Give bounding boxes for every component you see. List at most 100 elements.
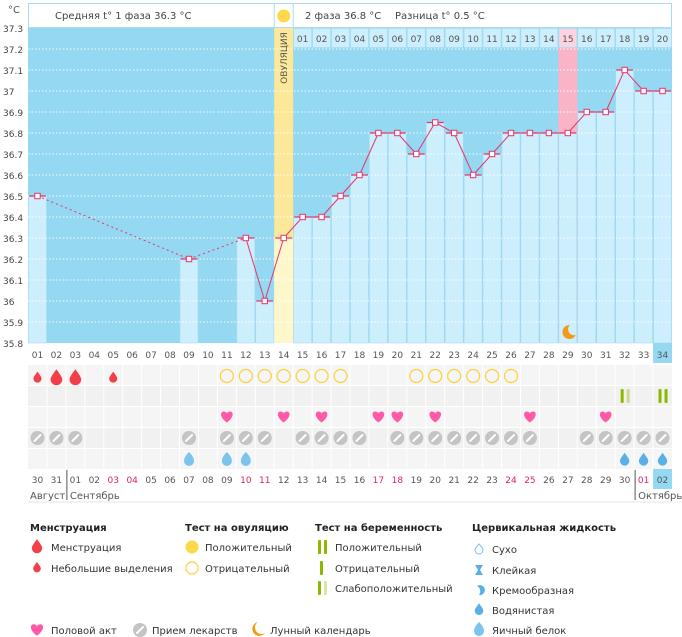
header-box <box>28 3 672 28</box>
temperature-line <box>491 132 512 155</box>
temperature-point[interactable] <box>34 192 41 200</box>
cycle-day-label: 29 <box>562 351 574 361</box>
temperature-point[interactable] <box>432 119 439 126</box>
legend-ovulation-positive-icon <box>185 540 199 554</box>
cycle-day-label: 34 <box>657 351 669 361</box>
temperature-line <box>396 132 417 155</box>
cycle-day-label: 05 <box>108 351 119 361</box>
pill-slash <box>355 434 364 442</box>
phase2-day-label: 07 <box>411 35 422 45</box>
ovulation-test-negative-icon <box>314 368 329 384</box>
temperature-point[interactable] <box>356 171 363 179</box>
cycle-day-label: 14 <box>278 351 290 361</box>
temperature-point[interactable] <box>318 213 325 221</box>
medication-icon <box>466 431 481 445</box>
y-tick-label: 36.8 <box>3 130 23 140</box>
cervical-egg-white-icon <box>221 452 232 467</box>
temperature-point[interactable] <box>621 66 628 74</box>
phase2-day-label: 10 <box>467 35 479 45</box>
legend-pregnancy-weak-icon <box>318 581 327 595</box>
date-label: 13 <box>297 476 308 486</box>
phase2-day-label: 15 <box>562 35 573 45</box>
temperature-bar <box>28 195 47 344</box>
cycle-day-label: 19 <box>373 351 385 361</box>
cervical-watery-icon <box>657 452 668 466</box>
temperature-point[interactable] <box>242 234 250 242</box>
temperature-point[interactable] <box>375 129 382 137</box>
temperature-point[interactable] <box>261 297 268 305</box>
phase2-day-cell <box>501 28 521 48</box>
cycle-day-label: 32 <box>619 351 630 361</box>
ovulation-test-negative-icon <box>409 368 424 384</box>
temperature-bar <box>596 111 615 344</box>
temperature-bar <box>615 69 634 344</box>
legend-pregnancy-positive-label: Положительный <box>335 543 422 554</box>
temperature-point[interactable] <box>564 129 572 137</box>
intercourse-icon <box>277 411 290 423</box>
temperature-point[interactable] <box>488 150 496 158</box>
pill-slash <box>222 434 231 442</box>
temperature-point[interactable] <box>413 150 420 158</box>
legend-spotting-label: Небольшие выделения <box>51 564 173 575</box>
date-label: 18 <box>392 476 404 486</box>
y-tick-label: 36.7 <box>3 151 23 161</box>
y-tick-label: 36 <box>3 298 15 308</box>
medication-icon <box>579 431 594 445</box>
legend-watery-label: Водянистая <box>492 606 554 617</box>
cycle-day-label: 12 <box>240 351 251 361</box>
temperature-point[interactable] <box>602 108 609 116</box>
temperature-point[interactable] <box>659 87 666 95</box>
pill-slash <box>260 434 269 442</box>
medication-icon <box>409 431 424 445</box>
date-label: 30 <box>619 476 631 486</box>
date-label: 20 <box>430 476 442 486</box>
date-label: 21 <box>448 476 459 486</box>
temperature-point[interactable] <box>640 87 647 95</box>
phase2-day-label: 01 <box>297 35 308 45</box>
cycle-day-label: 28 <box>543 351 555 361</box>
cycle-day-label: 13 <box>259 351 270 361</box>
ovulation-test-negative-icon <box>484 368 500 384</box>
cycle-day-label: 21 <box>411 351 422 361</box>
pill-slash <box>336 434 345 442</box>
month-label: Август <box>30 491 65 502</box>
date-label: 03 <box>108 476 119 486</box>
test-bar <box>320 561 323 575</box>
temperature-point[interactable] <box>450 129 458 137</box>
temperature-point[interactable] <box>337 192 344 200</box>
temperature-point[interactable] <box>299 213 306 221</box>
current-day-highlight <box>653 343 672 363</box>
temperature-bar <box>444 132 464 344</box>
temperature-bar <box>482 153 502 344</box>
temperature-point[interactable] <box>394 129 401 137</box>
temperature-point[interactable] <box>280 234 287 242</box>
date-label: 31 <box>51 476 62 486</box>
date-label: 15 <box>335 476 346 486</box>
phase2-day-cell <box>388 28 407 48</box>
date-label: 17 <box>373 476 384 486</box>
pill-slash <box>601 434 610 442</box>
cycle-day-label: 04 <box>89 351 101 361</box>
pill-slash <box>33 434 42 442</box>
temperature-point[interactable] <box>507 129 515 137</box>
temperature-point[interactable] <box>545 129 553 137</box>
temperature-point[interactable] <box>583 108 590 116</box>
temperature-line <box>472 153 493 176</box>
legend-intercourse-icon <box>30 624 44 636</box>
cycle-day-label: 33 <box>638 351 649 361</box>
y-tick-label: 35.9 <box>3 319 23 329</box>
phase2-day-label: 05 <box>373 35 384 45</box>
phase2-day-cell <box>558 28 578 48</box>
temperature-point[interactable] <box>469 171 477 179</box>
temperature-bar <box>331 195 350 344</box>
temperature-point[interactable] <box>185 255 193 263</box>
medication-icon <box>219 431 234 445</box>
phase2-day-cell <box>482 28 502 48</box>
phase2-day-cell <box>312 28 331 48</box>
legend-pregnancy-test-title: Тест на беременность <box>315 522 442 534</box>
temperature-point[interactable] <box>526 129 534 137</box>
cycle-day-label: 16 <box>316 351 328 361</box>
menstruation-heavy-icon <box>69 369 82 386</box>
test-bar <box>318 581 321 595</box>
intercourse-icon <box>372 411 385 423</box>
